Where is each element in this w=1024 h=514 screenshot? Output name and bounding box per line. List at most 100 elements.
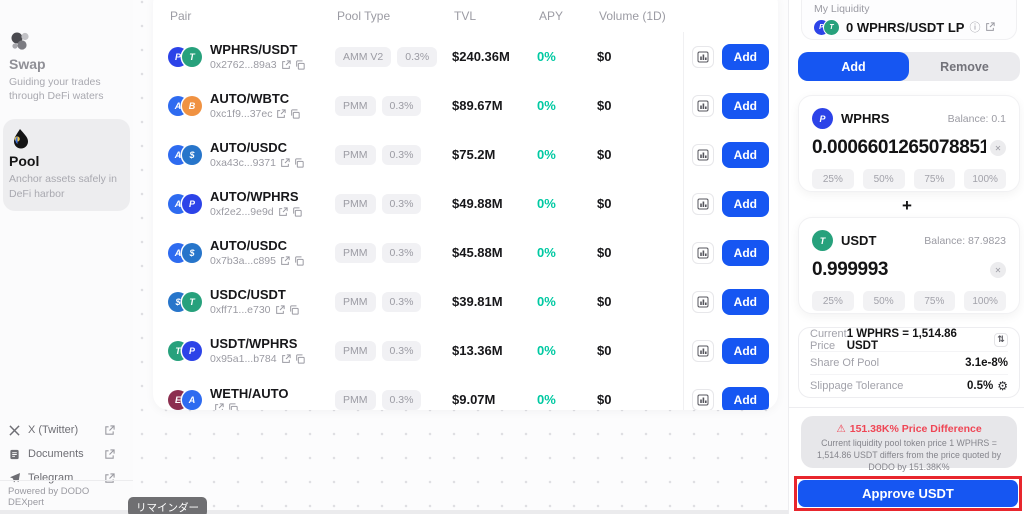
external-link-icon[interactable] [275, 305, 285, 315]
percent-50-button[interactable]: 50% [862, 291, 905, 311]
quote-amount-input[interactable]: 0.999993 [812, 259, 889, 280]
table-row[interactable]: A $ AUTO/USDC 0x7b3a...c895 PMM 0.3% [153, 228, 778, 277]
percent-25-button[interactable]: 25% [812, 291, 854, 311]
percent-75-button[interactable]: 75% [913, 291, 956, 311]
panel-divider [789, 407, 1024, 408]
external-link-icon[interactable] [214, 403, 224, 410]
percent-50-button[interactable]: 50% [862, 169, 905, 189]
my-liquidity-label: My Liquidity [814, 3, 870, 15]
external-link-icon[interactable] [281, 354, 291, 364]
add-button[interactable]: Add [721, 337, 769, 364]
usdt-token-icon: T [812, 230, 833, 251]
table-row[interactable]: $ T USDC/USDT 0xff71...e730 PMM 0.3% [153, 277, 778, 326]
clear-amount-button[interactable]: ✕ [990, 262, 1006, 278]
table-header: Pair Pool Type TVL APY Volume (1D) [153, 0, 778, 32]
chart-button[interactable] [691, 94, 714, 117]
share-of-pool-value: 3.1e-8% [965, 357, 1008, 369]
copy-icon[interactable] [289, 305, 299, 315]
add-button[interactable]: Add [721, 386, 769, 410]
pool-type-badge: PMM [335, 291, 376, 312]
add-button[interactable]: Add [721, 141, 769, 168]
bar-chart-icon [697, 100, 709, 111]
table-row[interactable]: A P AUTO/WPHRS 0xf2e2...9e9d PMM 0.3% [153, 179, 778, 228]
add-button[interactable]: Add [721, 92, 769, 119]
info-icon[interactable]: ⓘ [969, 22, 981, 34]
apy-value: 0% [537, 343, 556, 358]
external-link-icon[interactable] [276, 109, 287, 119]
external-link-icon[interactable] [280, 256, 290, 266]
copy-icon[interactable] [292, 207, 302, 217]
add-button[interactable]: Add [721, 43, 769, 70]
token-pair-icons: E A [168, 389, 202, 410]
copy-icon[interactable] [228, 403, 238, 410]
gear-icon[interactable]: ⚙ [997, 379, 1008, 393]
table-row[interactable]: E A WETH/AUTO PMM 0.3% $9.07 [153, 375, 778, 410]
base-amount-input[interactable]: 0.00066012650788517 [812, 137, 986, 158]
pair-address: 0xa43c...9371 [210, 157, 304, 169]
chart-button[interactable] [691, 45, 714, 68]
chart-button[interactable] [691, 290, 714, 313]
table-row[interactable]: T P USDT/WPHRS 0x95a1...b784 PMM 0.3% [153, 326, 778, 375]
pair-address: 0xc1f9...37ec [210, 108, 301, 120]
fee-badge: 0.3% [381, 193, 422, 214]
external-link-icon[interactable] [278, 207, 288, 217]
volume-value: $0 [597, 49, 612, 64]
col-tvl: TVL [454, 9, 477, 23]
copy-icon[interactable] [295, 354, 305, 364]
sidebar-item-pool[interactable]: Pool Anchor assets safely in DeFi harbor [3, 119, 130, 211]
chart-button[interactable] [691, 339, 714, 362]
price-difference-warning: ⚠ 151.38K% Price Difference Current liqu… [801, 416, 1017, 472]
slippage-tolerance-value: 0.5% ⚙ [967, 379, 1008, 393]
chart-button[interactable] [691, 241, 714, 264]
table-row[interactable]: P T WPHRS/USDT 0x2762...89a3 AMM V2 0.3% [153, 32, 778, 81]
nav-pool-desc: Anchor assets safely in DeFi harbor [9, 173, 117, 200]
base-token-input-card: P WPHRS Balance: 0.1 0.00066012650788517… [798, 95, 1020, 192]
chart-button[interactable] [691, 143, 714, 166]
percent-100-button[interactable]: 100% [964, 169, 1006, 189]
bar-chart-icon [697, 149, 709, 160]
volume-value: $0 [597, 245, 612, 260]
table-row[interactable]: A $ AUTO/USDC 0xa43c...9371 PMM 0.3% [153, 130, 778, 179]
external-link-icon[interactable] [985, 22, 996, 32]
pair-address: 0x95a1...b784 [210, 353, 305, 365]
sidebar-item-swap[interactable]: Swap Guiding your trades through DeFi wa… [3, 22, 130, 113]
link-x-twitter[interactable]: X (Twitter) [0, 418, 133, 442]
chart-button[interactable] [691, 192, 714, 215]
external-link-icon[interactable] [281, 60, 291, 70]
add-button[interactable]: Add [721, 239, 769, 266]
add-button[interactable]: Add [721, 288, 769, 315]
swap-icon [11, 32, 29, 50]
token-pair-icons: A B [168, 95, 202, 116]
approve-usdt-button[interactable]: Approve USDT [798, 480, 1018, 507]
volume-value: $0 [597, 98, 612, 113]
add-button[interactable]: Add [721, 190, 769, 217]
link-documents[interactable]: Documents [0, 442, 133, 466]
percent-25-button[interactable]: 25% [812, 169, 854, 189]
sidebar: Swap Guiding your trades through DeFi wa… [0, 0, 133, 514]
tvl-value: $89.67M [452, 98, 503, 113]
table-row[interactable]: A B AUTO/WBTC 0xc1f9...37ec PMM 0.3% [153, 81, 778, 130]
token-balance: Balance: 87.9823 [924, 234, 1006, 247]
bar-chart-icon [697, 296, 709, 307]
tab-add[interactable]: Add [798, 52, 909, 81]
percent-75-button[interactable]: 75% [913, 169, 956, 189]
copy-icon[interactable] [294, 256, 304, 266]
my-liquidity-card: My Liquidity P T 0 WPHRS/USDT LP ⓘ [801, 0, 1017, 40]
tab-remove[interactable]: Remove [940, 59, 989, 74]
chart-button[interactable] [691, 388, 714, 410]
invert-price-icon[interactable]: ⇅ [994, 332, 1008, 347]
copy-icon[interactable] [290, 109, 301, 119]
token-pair-icons: A P [168, 193, 202, 214]
copy-icon[interactable] [295, 60, 305, 70]
clear-amount-button[interactable]: ✕ [990, 140, 1006, 156]
token-symbol: USDT [841, 233, 877, 248]
pair-name: AUTO/WBTC [210, 91, 290, 107]
nav-pool-title: Pool [9, 153, 40, 170]
pool-type-badge: PMM [335, 389, 376, 410]
percent-100-button[interactable]: 100% [964, 291, 1006, 311]
lp-balance-value: 0 WPHRS/USDT LP [846, 19, 965, 35]
external-link-icon[interactable] [280, 158, 290, 168]
copy-icon[interactable] [294, 158, 304, 168]
link-label: Documents [28, 448, 84, 460]
link-label: Telegram [28, 472, 74, 484]
